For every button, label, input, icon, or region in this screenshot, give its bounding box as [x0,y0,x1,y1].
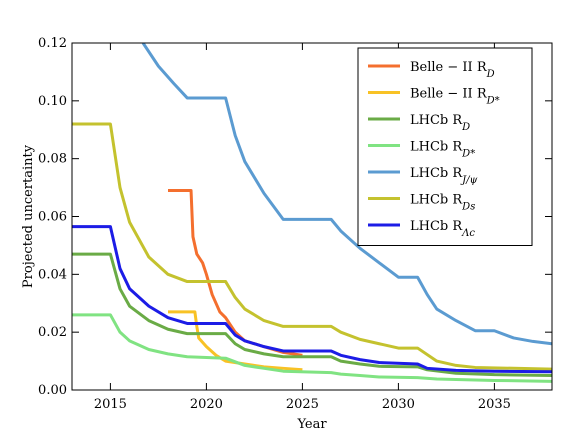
y-tick-label: 0.08 [38,152,67,167]
x-tick-label: 2030 [382,397,415,412]
series-line [72,252,552,378]
y-tick-label: 0.00 [38,383,67,398]
legend-label: Belle − II RD* [410,87,500,107]
legend-label: LHCb RJ/ψ [410,166,478,186]
y-axis-label: Projected uncertainty [21,144,36,288]
series-line [141,43,552,346]
legend-label: LHCb RD* [410,140,475,160]
y-tick-label: 0.04 [38,267,67,282]
plot-frame [71,42,553,391]
y-tick-label: 0.02 [38,325,67,340]
series-line [72,225,552,374]
y-tick-label: 0.10 [38,94,67,109]
x-tick-label: 2025 [286,397,319,412]
x-tick-label: 2015 [94,397,127,412]
x-axis-label: Year [296,417,327,432]
y-tick-label: 0.06 [38,210,67,225]
plot-area [72,43,552,383]
legend-label: LHCb RΛc [410,219,475,239]
series-line [72,313,552,383]
x-tick-label: 2035 [478,397,511,412]
legend-label: LHCb RDs [410,193,475,213]
x-tick-label: 2020 [190,397,223,412]
series-line [72,122,552,371]
series-line [168,310,303,372]
legend-label: LHCb RD [410,113,470,133]
y-tick-label: 0.12 [38,36,67,51]
legend-label: Belle − II RD [410,60,495,80]
series-line [168,188,303,357]
